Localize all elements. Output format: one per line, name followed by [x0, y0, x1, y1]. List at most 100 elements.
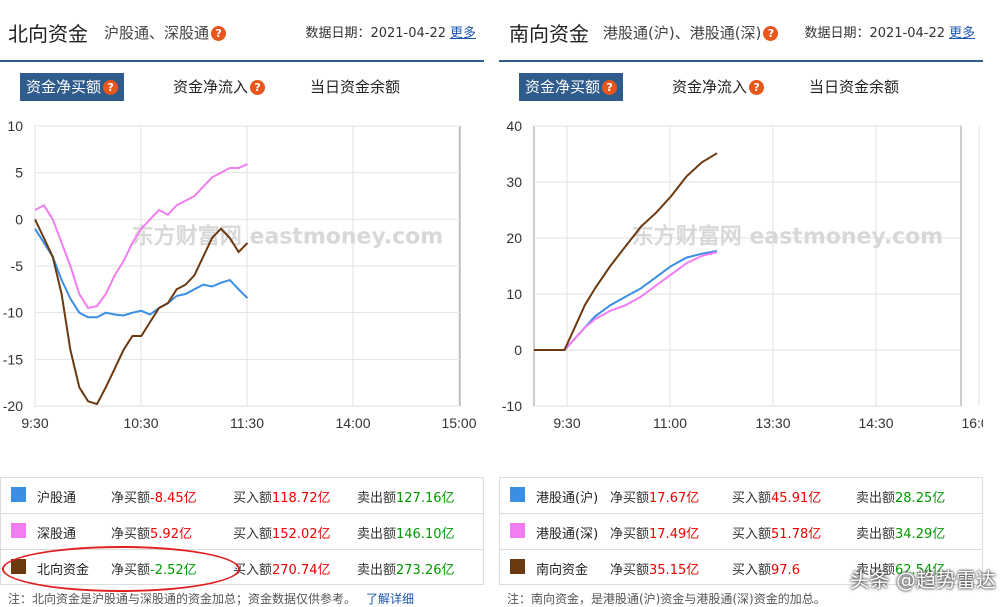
- footnote: 注：北向资金是沪股通与深股通的资金加总；资金数据仅供参考。 了解详细: [8, 590, 414, 607]
- net-label: 净买额: [610, 491, 650, 506]
- series-line: [534, 152, 718, 351]
- net-buy: 净买额35.15亿: [610, 559, 699, 578]
- series-name: 北向资金: [37, 563, 90, 578]
- help-icon[interactable]: ?: [103, 80, 119, 95]
- sell-amount: 卖出额127.16亿: [357, 487, 455, 506]
- panel-subtitle: 沪股通、深股通?: [104, 22, 227, 43]
- help-icon[interactable]: ?: [250, 80, 266, 95]
- series-name: 沪股通: [37, 491, 77, 506]
- buy-label: 买入额: [233, 491, 273, 506]
- net-label: 净买额: [111, 491, 151, 506]
- tab-label: 资金净买额: [26, 78, 102, 96]
- y-tick-label: -20: [3, 398, 23, 414]
- net-label: 净买额: [111, 527, 151, 542]
- tab-net-buy[interactable]: 资金净买额?: [519, 73, 624, 101]
- y-tick-label: -5: [11, 258, 24, 274]
- learn-more-link[interactable]: 了解详细: [366, 592, 415, 606]
- y-tick-label: 10: [7, 118, 23, 134]
- panel-subtitle: 港股通(沪)、港股通(深)?: [603, 22, 779, 43]
- net-value: -8.45亿: [150, 491, 197, 506]
- plot-frame: [533, 125, 962, 407]
- sell-amount: 卖出额28.25亿: [856, 487, 945, 506]
- southbound-chart: 40 30 20 10 0 -10 9:30 11:00 13:30 14:30 16:00 东方财富…: [499, 110, 983, 440]
- tab-label: 当日资金余额: [310, 78, 401, 96]
- buy-label: 买入额: [732, 491, 772, 506]
- series-name: 南向资金: [536, 563, 589, 578]
- y-tick-label: 0: [514, 342, 522, 358]
- series-line: [34, 163, 248, 310]
- x-tick-label: 9:30: [553, 415, 580, 431]
- net-value: 17.67亿: [649, 491, 700, 506]
- buy-label: 买入额: [233, 563, 273, 578]
- net-label: 净买额: [610, 527, 650, 542]
- southbound-panel: 南向资金 港股通(沪)、港股通(深)? 数据日期：2021-04-22 更多 资…: [499, 0, 983, 607]
- sell-value: 127.16亿: [396, 491, 455, 506]
- tab-label: 资金净流入: [672, 78, 748, 96]
- help-icon[interactable]: ?: [602, 80, 618, 95]
- y-tick-label: 20: [506, 230, 522, 246]
- tab-net-buy[interactable]: 资金净买额?: [20, 73, 125, 101]
- sell-value: 273.26亿: [396, 563, 455, 578]
- series-swatch: [510, 487, 525, 502]
- sell-value: 62.54亿: [895, 563, 946, 578]
- y-tick-label: 40: [506, 118, 522, 134]
- y-tick-label: -10: [502, 398, 522, 414]
- net-value: 35.15亿: [649, 563, 700, 578]
- x-tick-label: 13:30: [755, 415, 790, 431]
- x-tick-label: 15:00: [441, 415, 476, 431]
- net-buy: 净买额-2.52亿: [111, 559, 197, 578]
- source-watermark: 头条 @趋势雷达: [849, 568, 996, 592]
- legend-row: 沪股通 净买额-8.45亿 买入额118.72亿 卖出额127.16亿: [1, 478, 483, 514]
- panel-title: 北向资金: [8, 22, 88, 46]
- net-value: 17.49亿: [649, 527, 700, 542]
- tab-daily-balance[interactable]: 当日资金余额: [809, 73, 899, 101]
- subtitle-text: 沪股通、深股通: [104, 24, 210, 42]
- sell-label: 卖出额: [357, 563, 397, 578]
- sell-label: 卖出额: [856, 563, 896, 578]
- more-link[interactable]: 更多: [948, 26, 975, 41]
- tab-net-inflow[interactable]: 资金净流入?: [173, 73, 266, 101]
- help-icon[interactable]: ?: [763, 26, 779, 41]
- buy-amount: 买入额97.6: [732, 559, 800, 578]
- series-swatch: [510, 523, 525, 538]
- series-name: 港股通(沪): [536, 491, 599, 506]
- help-icon[interactable]: ?: [749, 80, 765, 95]
- help-icon[interactable]: ?: [211, 26, 227, 41]
- sell-amount: 卖出额34.29亿: [856, 523, 945, 542]
- series-line: [34, 218, 249, 406]
- buy-value: 97.6: [771, 563, 800, 578]
- panel-title: 南向资金: [509, 22, 589, 46]
- net-buy: 净买额-8.45亿: [111, 487, 197, 506]
- chart-svg: 40 30 20 10 0 -10 9:30 11:00 13:30 14:30 16:00 东方财富…: [502, 118, 983, 431]
- buy-value: 51.78亿: [771, 527, 822, 542]
- net-value: 5.92亿: [150, 527, 192, 542]
- tab-daily-balance[interactable]: 当日资金余额: [310, 73, 400, 101]
- buy-value: 45.91亿: [771, 491, 822, 506]
- northbound-panel: 北向资金 沪股通、深股通? 数据日期：2021-04-22 更多 资金净买额? …: [0, 0, 484, 607]
- x-tick-label: 11:30: [230, 415, 264, 431]
- chart-svg: 10 5 0 -5 -10 -15 -209:30 10:30 11:30 14:00 15:00 东…: [3, 118, 477, 431]
- x-tick-label: 9:30: [21, 415, 48, 431]
- sell-value: 146.10亿: [396, 527, 455, 542]
- buy-value: 118.72亿: [272, 491, 331, 506]
- tab-net-inflow[interactable]: 资金净流入?: [672, 73, 765, 101]
- legend-row: 南向资金 净买额35.15亿 买入额97.6 卖出额62.54亿: [500, 550, 982, 585]
- footnote: 注：南向资金，是港股通(沪)资金与港股通(深)资金的加总。: [507, 590, 826, 607]
- series-name: 深股通: [37, 527, 77, 542]
- net-buy: 净买额5.92亿: [111, 523, 192, 542]
- net-buy: 净买额17.49亿: [610, 523, 699, 542]
- x-tick-label: 16:00: [961, 415, 983, 431]
- sell-amount: 卖出额146.10亿: [357, 523, 455, 542]
- southbound-legend: 港股通(沪) 净买额17.67亿 买入额45.91亿 卖出额28.25亿 港股通…: [499, 477, 983, 585]
- sell-amount: 卖出额273.26亿: [357, 559, 455, 578]
- buy-amount: 买入额270.74亿: [233, 559, 331, 578]
- sell-value: 34.29亿: [895, 527, 946, 542]
- more-link[interactable]: 更多: [449, 26, 476, 41]
- x-tick-label: 14:00: [335, 415, 370, 431]
- tab-label: 资金净流入: [173, 78, 249, 96]
- series-line: [34, 228, 249, 319]
- buy-amount: 买入额51.78亿: [732, 523, 821, 542]
- y-tick-label: 0: [15, 211, 23, 227]
- buy-label: 买入额: [233, 527, 273, 542]
- net-label: 净买额: [610, 563, 650, 578]
